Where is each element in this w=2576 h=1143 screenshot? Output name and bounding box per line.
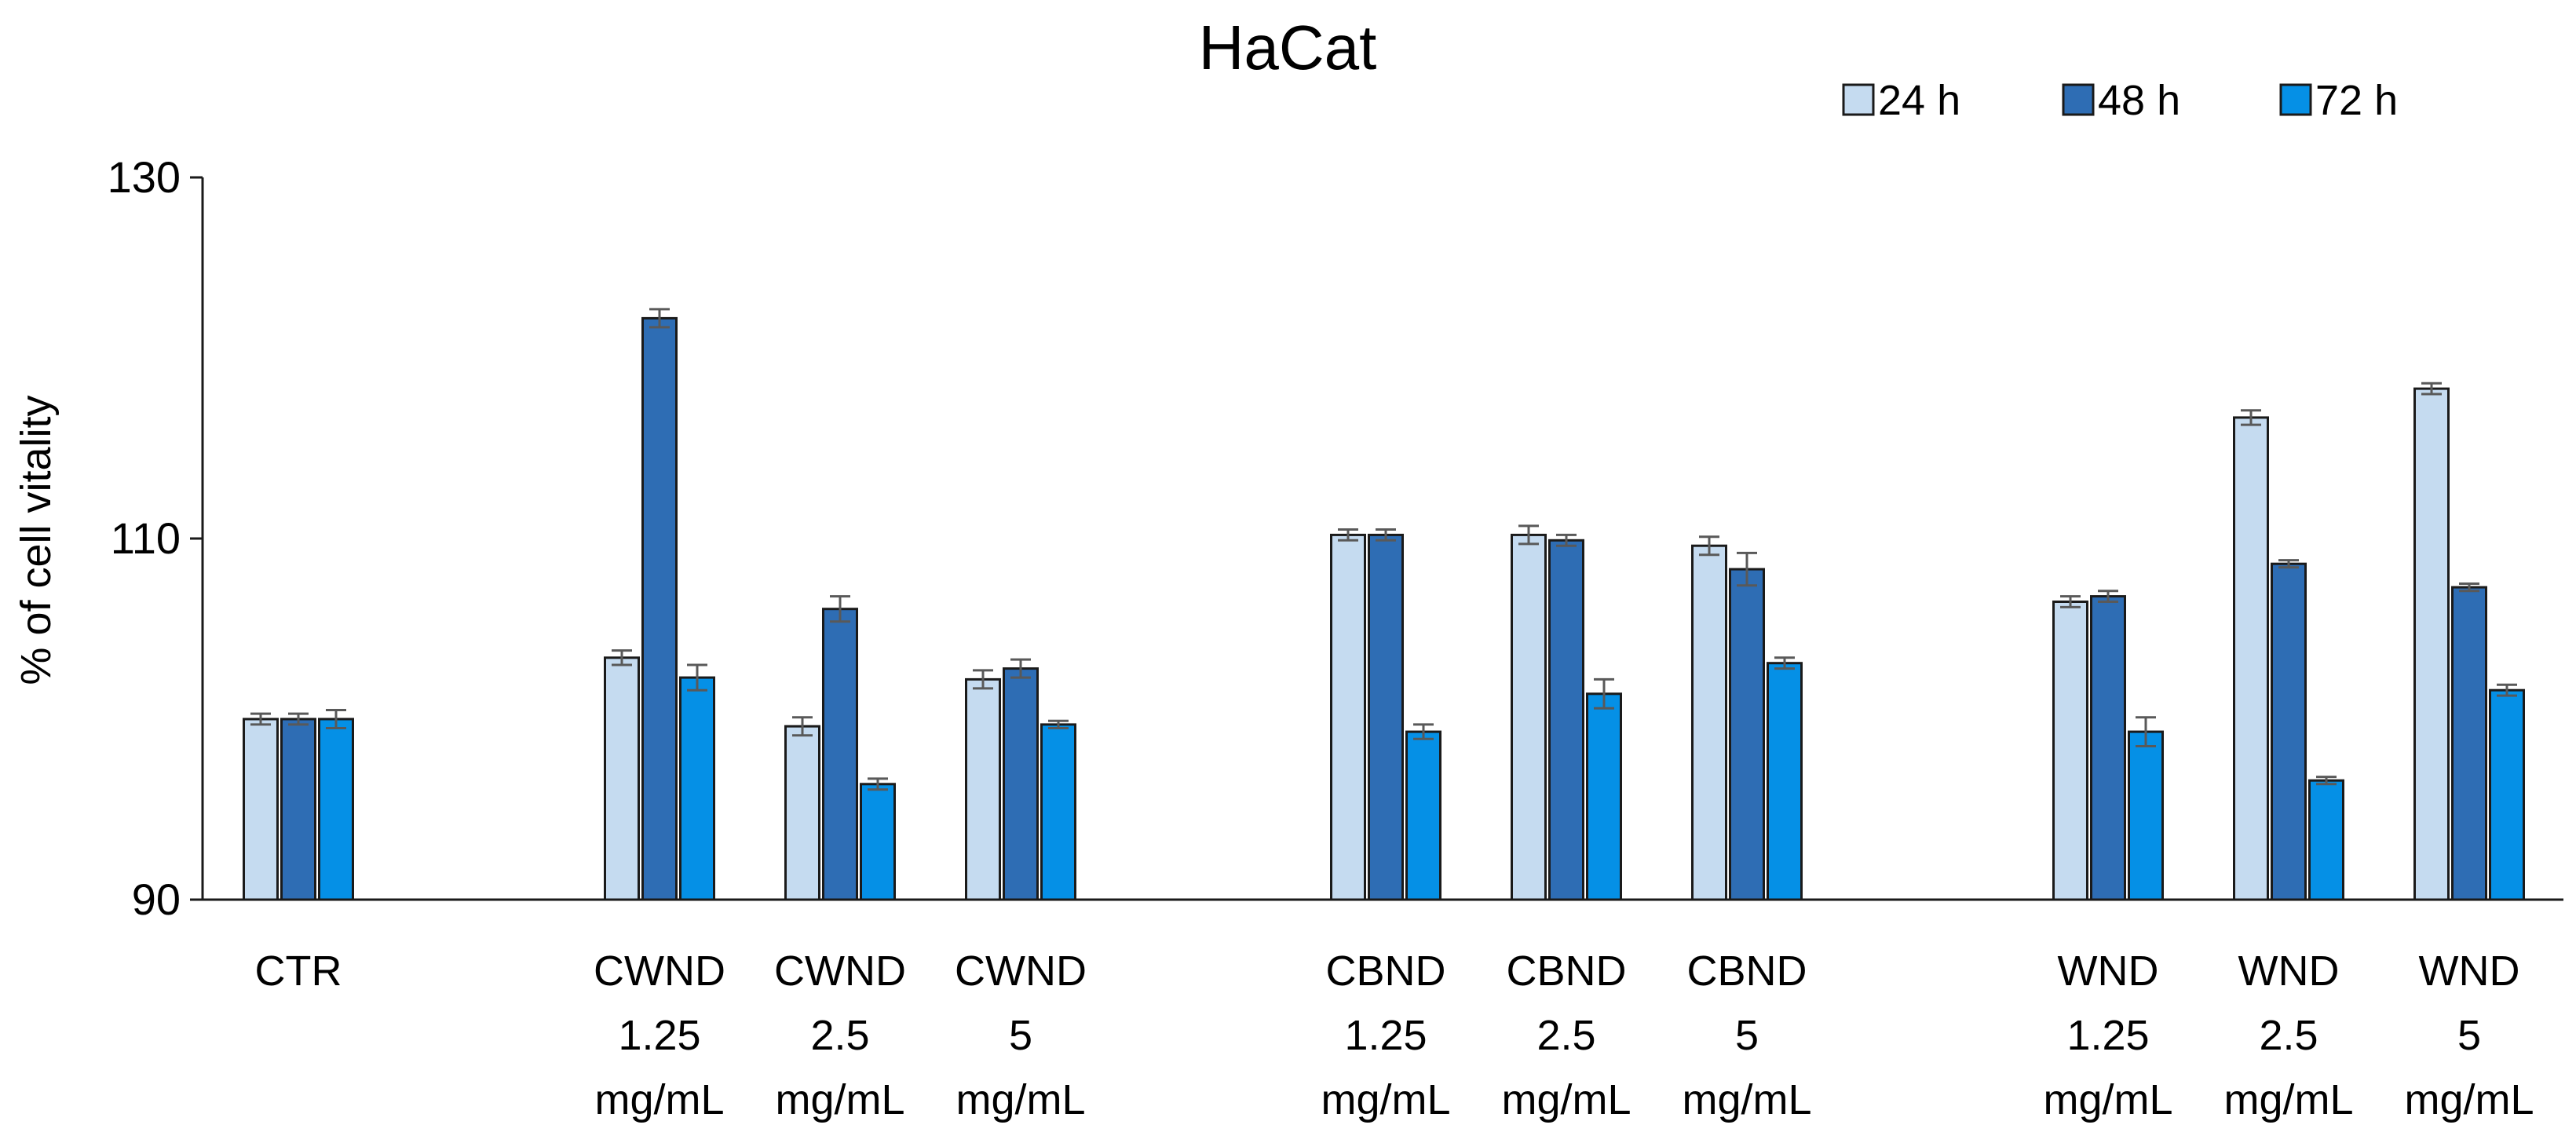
error-bar — [973, 669, 993, 690]
bar — [1330, 533, 1366, 901]
error-bar — [2060, 595, 2081, 608]
bar — [2090, 595, 2126, 901]
error-bar — [612, 649, 632, 666]
chart-title: HaCat — [1199, 13, 1377, 82]
error-bar — [649, 308, 670, 329]
x-category-label: WND 1.25 mg/mL — [2043, 948, 2172, 1123]
y-axis-title: % of cell vitality — [13, 395, 60, 685]
x-category-label: CBND 5 mg/mL — [1682, 948, 1811, 1123]
error-bar — [2241, 409, 2261, 426]
error-bar — [1518, 524, 1539, 546]
x-category-label: CWND 2.5 mg/mL — [774, 948, 906, 1123]
x-axis-labels: CTR CWND 1.25 mg/mL CWND 2.5 mg/mL CWND 5 mg/mL CB… — [255, 948, 2534, 1123]
legend-item-72h: 72 h — [2279, 77, 2398, 124]
error-bar — [2098, 590, 2118, 603]
error-bar — [792, 716, 813, 737]
error-bar — [1737, 551, 1757, 587]
error-bar — [326, 709, 346, 729]
legend-swatch-72h — [2279, 83, 2312, 116]
legend-label-48h: 48 h — [2098, 77, 2180, 124]
bar — [318, 718, 354, 901]
x-category-label: WND 5 mg/mL — [2404, 948, 2534, 1123]
error-bar — [1338, 528, 1358, 542]
bar — [1729, 568, 1765, 901]
error-bar — [1594, 677, 1614, 710]
bar — [784, 725, 820, 901]
error-bar — [2497, 683, 2517, 697]
error-bar — [1376, 528, 1396, 542]
bar — [1405, 730, 1441, 901]
legend-item-48h: 48 h — [2062, 77, 2180, 124]
bar — [641, 316, 678, 901]
bar — [822, 608, 858, 901]
error-bar — [250, 712, 271, 726]
bar — [1040, 723, 1076, 901]
bar — [2489, 688, 2525, 901]
error-bar — [2316, 776, 2337, 786]
error-bar — [868, 777, 888, 791]
error-bars — [250, 308, 2517, 791]
legend-swatch-24h — [1842, 83, 1875, 116]
y-tick-label: 90 — [132, 875, 181, 924]
bar — [1368, 533, 1404, 901]
bar — [860, 783, 896, 901]
bar — [2052, 601, 2088, 901]
bar — [2128, 730, 2164, 901]
legend: 24 h 48 h 72 h — [1842, 77, 2398, 124]
error-bar — [1774, 656, 1795, 670]
error-bar — [1556, 533, 1577, 547]
bar — [604, 656, 640, 901]
bars — [243, 316, 2525, 901]
error-bar — [1413, 723, 1434, 740]
y-tick-label: 110 — [111, 513, 181, 563]
bar — [1511, 533, 1547, 901]
bar — [2413, 387, 2450, 901]
error-bar — [2278, 559, 2299, 569]
bar — [280, 718, 316, 901]
bar — [2308, 779, 2344, 901]
error-bar — [1048, 719, 1069, 729]
x-category-label: CWND 1.25 mg/mL — [594, 948, 725, 1123]
x-category-label: CWND 5 mg/mL — [955, 948, 1087, 1123]
legend-item-24h: 24 h — [1842, 77, 1960, 124]
bar — [1767, 662, 1803, 901]
bar — [965, 677, 1001, 901]
legend-swatch-48h — [2062, 83, 2095, 116]
error-bar — [2136, 716, 2156, 747]
bar — [1548, 539, 1584, 901]
bar — [2233, 416, 2269, 901]
x-category-label: WND 2.5 mg/mL — [2223, 948, 2353, 1123]
legend-label-24h: 24 h — [1878, 77, 1960, 124]
error-bar — [687, 663, 707, 692]
error-bar — [1699, 535, 1719, 557]
bar — [679, 676, 715, 901]
error-bar — [288, 712, 309, 726]
y-tick-label: 130 — [108, 152, 181, 202]
error-bar — [830, 595, 850, 623]
bar — [1586, 692, 1622, 901]
bar — [1691, 544, 1727, 901]
bar — [2271, 562, 2307, 901]
error-bar — [2421, 382, 2442, 396]
x-category-label: CBND 2.5 mg/mL — [1501, 948, 1631, 1123]
y-axis-ticks: 90 110 130 — [108, 152, 203, 924]
bar — [1003, 667, 1039, 901]
bar — [2451, 586, 2487, 901]
x-category-label: CBND 1.25 mg/mL — [1321, 948, 1450, 1123]
error-bar — [2459, 582, 2479, 593]
x-category-label: CTR — [255, 948, 342, 995]
error-bar — [1010, 658, 1031, 679]
bar — [243, 718, 279, 901]
legend-label-72h: 72 h — [2315, 77, 2398, 124]
